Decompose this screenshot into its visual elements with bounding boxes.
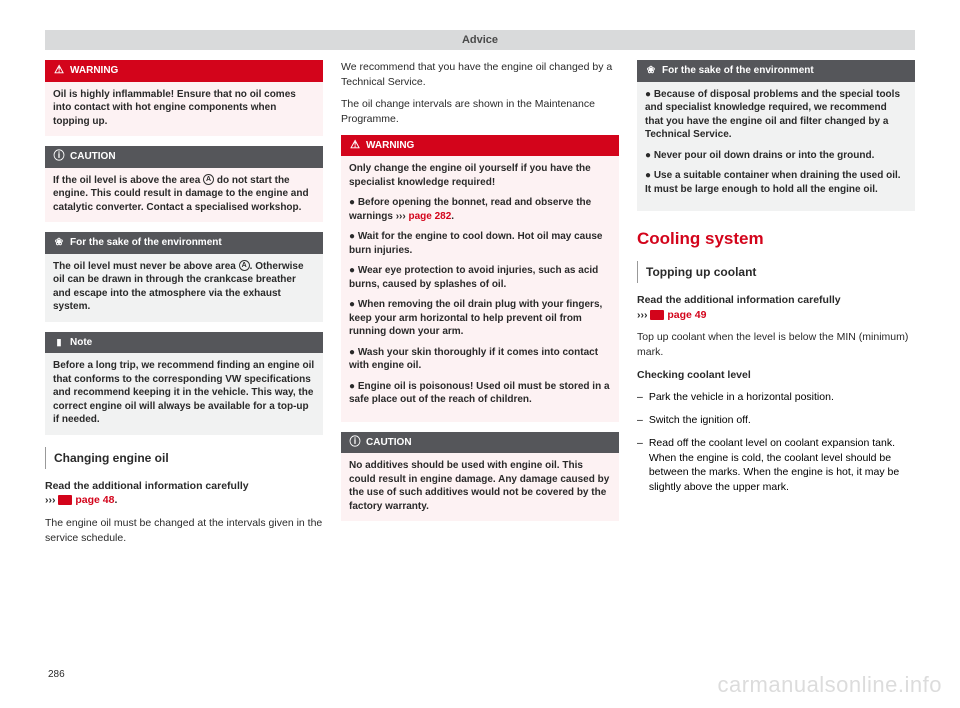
warning-title: WARNING <box>70 64 118 78</box>
column-2: We recommend that you have the engine oi… <box>341 60 619 553</box>
caution-body-2: No additives should be used with engine … <box>341 453 619 521</box>
watermark: carmanualsonline.info <box>717 672 942 698</box>
warning-box-1: WARNING Oil is highly inflammable! Ensur… <box>45 60 323 136</box>
dash-1-t: Park the vehicle in a horizontal positio… <box>649 390 834 405</box>
env-box-2: For the sake of the environment ● Becaus… <box>637 60 915 211</box>
env-b1: ● Because of disposal problems and the s… <box>645 88 907 142</box>
dash-3-t: Read off the coolant level on coolant ex… <box>649 436 915 495</box>
page-link-282[interactable]: page 282 <box>408 211 451 222</box>
warning-head-2: WARNING <box>341 135 619 157</box>
subheading-topping-coolant: Topping up coolant <box>637 261 915 283</box>
p-intervals: The oil change intervals are shown in th… <box>341 97 619 126</box>
env-body-2: ● Because of disposal problems and the s… <box>637 82 915 212</box>
warn-b4-t: When removing the oil drain plug with yo… <box>349 299 602 337</box>
env-b3-t: Use a suitable container when draining t… <box>645 170 901 195</box>
dash-2-t: Switch the ignition off. <box>649 413 751 428</box>
warn-b2: ● Wait for the engine to cool down. Hot … <box>349 230 611 257</box>
env-b2: ● Never pour oil down drains or into the… <box>645 149 907 163</box>
caution-text-pre: If the oil level is above the area <box>53 175 203 186</box>
note-box: Note Before a long trip, we recommend fi… <box>45 332 323 435</box>
dash-1: –Park the vehicle in a horizontal positi… <box>637 390 915 405</box>
page-header: Advice <box>45 30 915 50</box>
env-title: For the sake of the environment <box>70 236 222 250</box>
env-head: For the sake of the environment <box>45 232 323 254</box>
warn-b4: ● When removing the oil drain plug with … <box>349 298 611 339</box>
warn-intro: Only change the engine oil yourself if y… <box>349 162 611 189</box>
warn-b2-t: Wait for the engine to cool down. Hot oi… <box>349 231 602 256</box>
env-title-2: For the sake of the environment <box>662 64 814 78</box>
p-topup: Top up coolant when the level is below t… <box>637 330 915 359</box>
warn-b5-t: Wash your skin thoroughly if it comes in… <box>349 347 598 372</box>
dash-mark-3: – <box>637 436 643 495</box>
read-info-1: Read the additional information carefull… <box>45 479 323 508</box>
check-title: Checking coolant level <box>637 368 915 383</box>
body-text-schedule: The engine oil must be changed at the in… <box>45 516 323 545</box>
caution-icon-2 <box>349 437 361 449</box>
page-link-49[interactable]: page 49 <box>667 309 706 321</box>
page-number: 286 <box>48 669 65 680</box>
caution-title-2: CAUTION <box>366 436 412 450</box>
warning-body-2: Only change the engine oil yourself if y… <box>341 156 619 422</box>
subheading-changing-oil: Changing engine oil <box>45 447 323 469</box>
book-icon <box>58 495 72 505</box>
warning-box-2: WARNING Only change the engine oil yours… <box>341 135 619 422</box>
env-b1-t: Because of disposal problems and the spe… <box>645 89 900 141</box>
warning-title-2: WARNING <box>366 139 414 153</box>
env-body: The oil level must never be above area A… <box>45 254 323 322</box>
warn-b1-pre: Before opening the bonnet, read and obse… <box>349 197 591 222</box>
warn-b3: ● Wear eye protection to avoid injuries,… <box>349 264 611 291</box>
column-1: WARNING Oil is highly inflammable! Ensur… <box>45 60 323 553</box>
note-body: Before a long trip, we recommend finding… <box>45 353 323 435</box>
page-link-48[interactable]: page 48 <box>75 494 114 506</box>
book-icon-2 <box>650 310 664 320</box>
env-box-1: For the sake of the environment The oil … <box>45 232 323 322</box>
caution-head: CAUTION <box>45 146 323 168</box>
caution-head-2: CAUTION <box>341 432 619 454</box>
circled-a-icon: A <box>203 174 214 185</box>
p-recommend: We recommend that you have the engine oi… <box>341 60 619 89</box>
note-icon <box>53 336 65 348</box>
env-icon-2 <box>645 65 657 77</box>
note-head: Note <box>45 332 323 354</box>
circled-a-icon-2: A <box>239 260 250 271</box>
warn-b1: ● Before opening the bonnet, read and ob… <box>349 196 611 223</box>
warning-head: WARNING <box>45 60 323 82</box>
env-b2-t: Never pour oil down drains or into the g… <box>654 150 875 161</box>
env-head-2: For the sake of the environment <box>637 60 915 82</box>
note-title: Note <box>70 336 92 350</box>
env-text-pre: The oil level must never be above area <box>53 261 239 272</box>
dash-mark-2: – <box>637 413 643 428</box>
dash-mark: – <box>637 390 643 405</box>
env-icon <box>53 237 65 249</box>
chevron-3: ››› <box>637 309 648 321</box>
env-b3: ● Use a suitable container when draining… <box>645 169 907 196</box>
column-3: For the sake of the environment ● Becaus… <box>637 60 915 553</box>
warn-b5: ● Wash your skin thoroughly if it comes … <box>349 346 611 373</box>
chevron-2: ››› <box>396 211 406 222</box>
warning-body: Oil is highly inflammable! Ensure that n… <box>45 82 323 137</box>
caution-title: CAUTION <box>70 150 116 164</box>
caution-box-2: CAUTION No additives should be used with… <box>341 432 619 522</box>
read-info-2-pre: Read the additional information carefull… <box>637 294 841 306</box>
warning-icon <box>53 65 65 77</box>
warning-icon-2 <box>349 140 361 152</box>
dash-2: –Switch the ignition off. <box>637 413 915 428</box>
warn-b3-t: Wear eye protection to avoid injuries, s… <box>349 265 598 290</box>
dash-3: –Read off the coolant level on coolant e… <box>637 436 915 495</box>
warn-b6-t: Engine oil is poisonous! Used oil must b… <box>349 381 610 406</box>
read-info-pre: Read the additional information carefull… <box>45 480 249 492</box>
caution-box-1: CAUTION If the oil level is above the ar… <box>45 146 323 222</box>
section-cooling-system: Cooling system <box>637 229 915 249</box>
caution-body: If the oil level is above the area A do … <box>45 168 323 223</box>
caution-icon <box>53 151 65 163</box>
read-info-2: Read the additional information carefull… <box>637 293 915 322</box>
chevron-icon: ››› <box>45 494 56 506</box>
warn-b6: ● Engine oil is poisonous! Used oil must… <box>349 380 611 407</box>
